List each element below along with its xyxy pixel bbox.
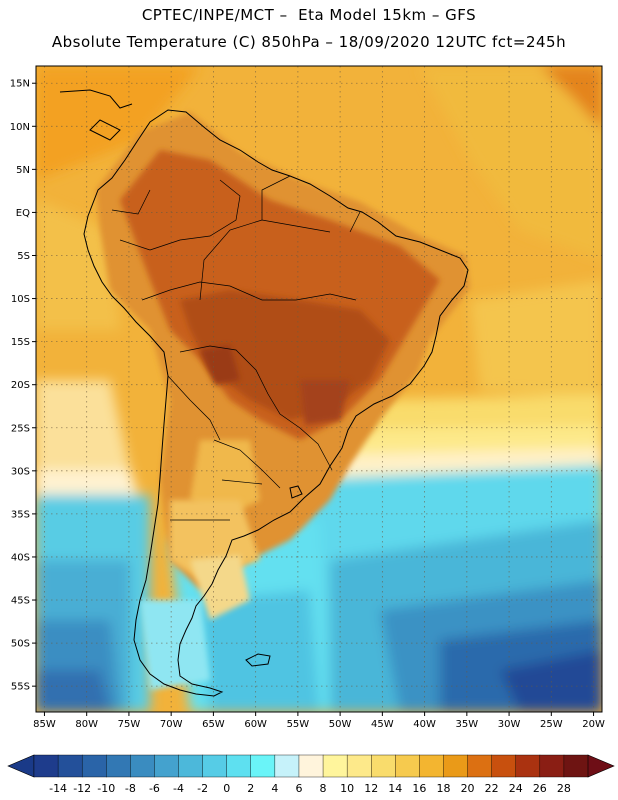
lat-tick-label: 30S: [11, 466, 30, 477]
colorbar-tick-label: 10: [340, 782, 354, 795]
colorbar-swatch: [154, 754, 179, 778]
colorbar-swatch: [81, 754, 107, 778]
colorbar-tick-label: 14: [388, 782, 402, 795]
lon-tick-label: 55W: [287, 719, 310, 730]
colorbar-swatch: [539, 754, 565, 778]
lat-tick-label: 35S: [11, 509, 30, 520]
colorbar-swatch: [130, 754, 155, 778]
lat-tick-label: 15N: [10, 79, 30, 90]
lat-tick-label: 10S: [11, 294, 30, 305]
lon-tick-label: 85W: [33, 719, 56, 730]
lon-tick-label: 25W: [540, 719, 563, 730]
lon-tick-label: 40W: [413, 719, 436, 730]
title-line-1: CPTEC/INPE/MCT – Eta Model 15km – GFS: [141, 6, 477, 24]
colorbar-tick-label: -4: [173, 782, 184, 795]
lat-tick-label: 50S: [11, 639, 30, 650]
colorbar-swatch: [106, 754, 131, 778]
colorbar-tick-label: 2: [247, 782, 254, 795]
colorbar-swatch: [419, 754, 444, 778]
colorbar-tick-label: 24: [509, 782, 523, 795]
lon-tick-label: 35W: [456, 719, 479, 730]
lat-tick-label: 5N: [16, 165, 30, 176]
lat-tick-label: 20S: [11, 380, 30, 391]
latitude-labels: 15N 10N 5N EQ 5S 10S 15S 20S 25S 30S 35S 40S 45S 50S 5…: [10, 79, 36, 693]
colorbar-over-triangle: [587, 754, 615, 778]
lat-tick-label: 45S: [11, 596, 30, 607]
lon-tick-label: 60W: [244, 719, 267, 730]
lat-tick-label: 15S: [11, 337, 30, 348]
lon-tick-label: 75W: [118, 719, 141, 730]
colorbar-tick-label: -14: [49, 782, 67, 795]
colorbar-swatch: [491, 754, 517, 778]
colorbar-swatch: [322, 754, 348, 778]
lon-tick-label: 70W: [160, 719, 183, 730]
colorbar-swatch: [371, 754, 396, 778]
colorbar-tick-label: -6: [149, 782, 160, 795]
lon-tick-label: 20W: [582, 719, 605, 730]
colorbar-tick-label: 0: [223, 782, 230, 795]
colorbar-tick-label: -12: [73, 782, 91, 795]
country-borders: [111, 175, 361, 521]
colorbar-tick-label: 20: [461, 782, 475, 795]
colorbar-swatch: [443, 754, 468, 778]
lat-tick-label: 5S: [17, 251, 30, 262]
lat-tick-label: 10N: [10, 122, 30, 133]
lat-tick-label: 25S: [11, 423, 30, 434]
colorbar-tick-label: 12: [364, 782, 378, 795]
lat-tick-label: 40S: [11, 552, 30, 563]
colorbar: [7, 754, 615, 778]
colorbar-swatch: [274, 754, 300, 778]
colorbar-tick-label: -2: [197, 782, 208, 795]
colorbar-swatch: [57, 754, 83, 778]
colorbar-swatch: [395, 754, 420, 778]
lon-tick-label: 30W: [498, 719, 521, 730]
colorbar-tick-label: 18: [436, 782, 450, 795]
title-line-2: Absolute Temperature (C) 850hPa – 18/09/…: [51, 33, 567, 51]
temperature-field: [36, 66, 602, 712]
lon-tick-label: 45W: [371, 719, 394, 730]
lon-tick-label: 65W: [202, 719, 225, 730]
colorbar-labels: -14 -12 -10 -8 -6 -4 -2 0 2 4 6 8 10 12 14 16 18 20 22 24 26…: [49, 782, 571, 795]
lon-tick-label: 80W: [75, 719, 98, 730]
colorbar-tick-label: 8: [320, 782, 327, 795]
colorbar-swatch: [33, 754, 59, 778]
colorbar-tick-label: -8: [125, 782, 136, 795]
colorbar-tick-label: 26: [533, 782, 547, 795]
lat-tick-label: 55S: [11, 682, 30, 693]
colorbar-swatch: [250, 754, 276, 778]
colorbar-swatch: [563, 754, 589, 778]
colorbar-swatch: [467, 754, 493, 778]
colorbar-tick-label: 6: [295, 782, 302, 795]
colorbar-swatch: [178, 754, 204, 778]
colorbar-swatch: [346, 754, 372, 778]
lat-tick-label: EQ: [16, 208, 30, 219]
colorbar-tick-label: -10: [97, 782, 115, 795]
plot-frame: [35, 65, 603, 713]
colorbar-tick-label: 4: [271, 782, 278, 795]
longitude-labels: 85W 80W 75W 70W 65W 60W 55W 50W 45W 40W 35W 30W 25W 2…: [33, 712, 605, 730]
falkland-islands: [245, 653, 271, 667]
colorbar-swatch: [202, 754, 228, 778]
colorbar-under-triangle: [7, 754, 35, 778]
south-america-outline: [83, 109, 469, 697]
colorbar-swatch: [226, 754, 252, 778]
colorbar-tick-label: 28: [557, 782, 571, 795]
colorbar-swatch: [298, 754, 324, 778]
lon-tick-label: 50W: [329, 719, 352, 730]
colorbar-tick-label: 22: [485, 782, 499, 795]
colorbar-swatch: [515, 754, 541, 778]
colorbar-tick-label: 16: [412, 782, 426, 795]
